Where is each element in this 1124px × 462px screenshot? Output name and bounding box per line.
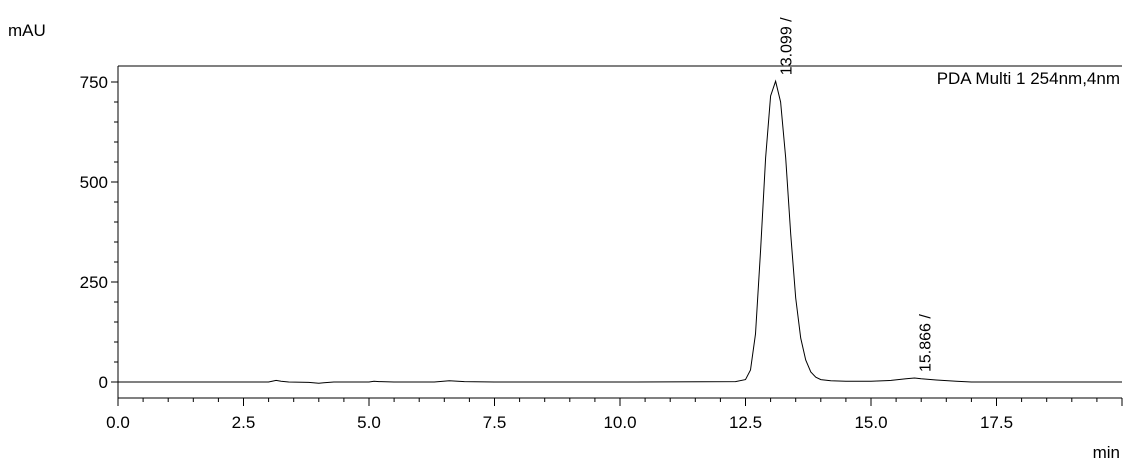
x-tick-label: 2.5 <box>232 413 256 432</box>
x-tick-label: 15.0 <box>854 413 887 432</box>
peak-labels: 13.099 / 15.866 / <box>779 17 935 372</box>
x-tick-label: 10.0 <box>603 413 636 432</box>
y-tick-label: 0 <box>99 373 108 392</box>
x-tick-label: 7.5 <box>483 413 507 432</box>
y-axis-unit-label: mAU <box>8 21 46 40</box>
y-tick-label: 250 <box>80 273 108 292</box>
peak-retention-label: 15.866 / <box>917 314 934 372</box>
chromatogram-trace <box>118 79 1122 384</box>
y-tick-label: 750 <box>80 73 108 92</box>
x-tick-label: 5.0 <box>357 413 381 432</box>
x-axis-unit-label: min <box>1093 443 1120 462</box>
x-axis-ticks: 0.0 2.5 5.0 7.5 10.0 12.5 15.0 17.5 <box>106 398 1123 432</box>
y-tick-label: 500 <box>80 173 108 192</box>
x-tick-label: 12.5 <box>729 413 762 432</box>
x-tick-label: 0.0 <box>106 413 130 432</box>
y-axis-ticks: 0 250 500 750 <box>80 73 118 392</box>
legend-label: PDA Multi 1 254nm,4nm <box>937 69 1120 88</box>
x-tick-label: 17.5 <box>980 413 1013 432</box>
peak-retention-label: 13.099 / <box>779 17 796 75</box>
plot-area <box>117 65 1122 399</box>
